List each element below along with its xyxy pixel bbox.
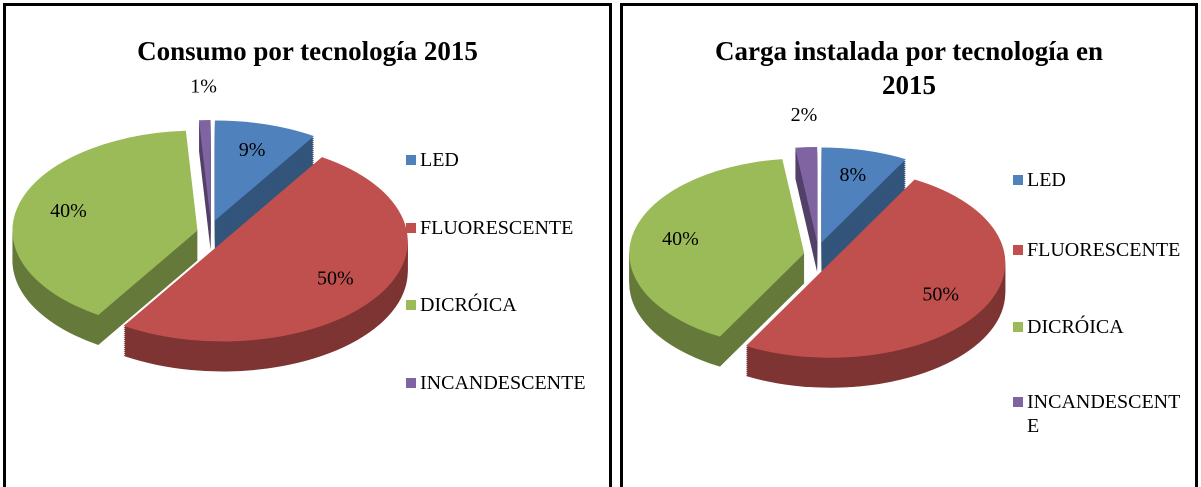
data-label: 50% — [922, 283, 959, 305]
legend-label: LED — [1027, 169, 1066, 191]
legend-swatch — [406, 378, 416, 388]
pie-slice — [821, 147, 906, 243]
pie-slice — [745, 179, 1006, 358]
pie-slice — [214, 120, 315, 221]
data-label: 50% — [317, 268, 354, 290]
chart-panel: Carga instalada por tecnología en 2015 8%… — [620, 3, 1198, 487]
pie-chart: 8% 50% 40% 2% — [629, 104, 1006, 388]
legend-swatch — [1013, 397, 1023, 407]
legend-swatch — [406, 155, 416, 165]
pie-slice — [198, 120, 211, 221]
legend-swatch — [406, 223, 416, 233]
legend-item: FLUORESCENTE — [406, 216, 591, 240]
pie-slice — [629, 159, 805, 337]
legend-item: INCANDESCENTE — [1013, 390, 1188, 438]
legend-item: INCANDESCENTE — [406, 371, 591, 395]
legend-swatch — [406, 300, 416, 310]
legend-item: FLUORESCENTE — [1013, 238, 1188, 262]
chart-title: Consumo por tecnología 2015 — [137, 36, 478, 66]
legend-item: LED — [406, 148, 591, 172]
legend-label: DICRÓICA — [1027, 316, 1124, 338]
legend-swatch — [1013, 245, 1023, 255]
legend-label: DICRÓICA — [420, 294, 517, 316]
legend-label: FLUORESCENTE — [1027, 239, 1181, 261]
pie-slice — [12, 130, 198, 315]
data-label: 1% — [190, 76, 217, 98]
data-label: 9% — [239, 139, 266, 161]
legend-label: LED — [420, 149, 459, 171]
legend-label: INCANDESCENTE — [1027, 391, 1181, 437]
legend-swatch — [1013, 175, 1023, 185]
pie-slice — [123, 157, 408, 342]
legend-item: DICRÓICA — [1013, 315, 1188, 339]
chart-panel: Consumo por tecnología 2015 9% 50% 40% 1% LED… — [3, 3, 612, 487]
legend-label: INCANDESCENTE — [420, 372, 586, 394]
pie-slice — [795, 147, 818, 243]
chart-title: Carga instalada por tecnología en 2015 — [714, 36, 1103, 100]
legend-item: LED — [1013, 168, 1188, 192]
data-label: 8% — [839, 164, 866, 186]
pie-chart: 9% 50% 40% 1% — [12, 76, 408, 372]
data-label: 2% — [791, 104, 818, 126]
data-label: 40% — [50, 200, 87, 222]
data-label: 40% — [662, 228, 699, 250]
legend-item: DICRÓICA — [406, 293, 591, 317]
legend-swatch — [1013, 322, 1023, 332]
legend-label: FLUORESCENTE — [420, 217, 574, 239]
